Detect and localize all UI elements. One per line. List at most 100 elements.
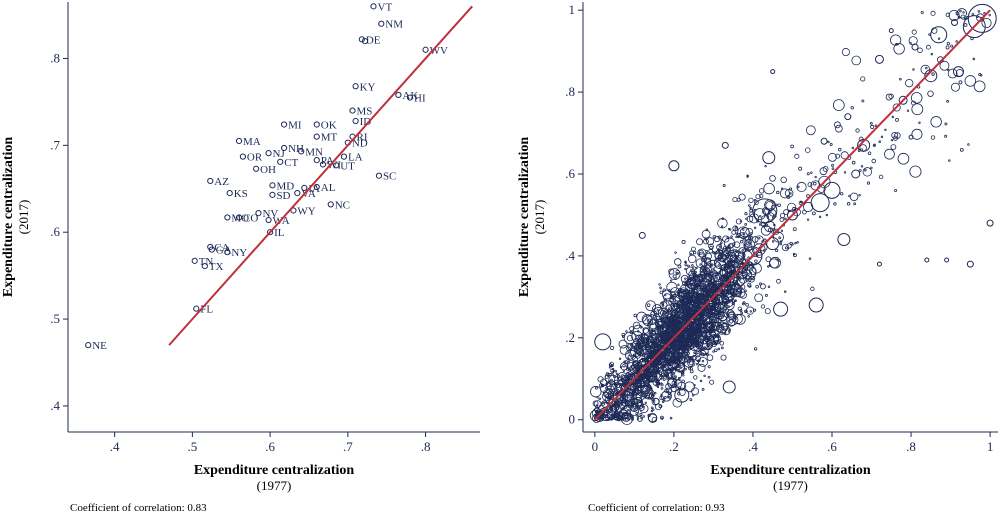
data-point xyxy=(733,299,737,303)
data-point xyxy=(689,330,695,335)
data-point xyxy=(800,200,803,204)
data-point xyxy=(706,307,710,311)
data-point xyxy=(745,303,749,307)
data-point xyxy=(701,229,711,239)
data-point xyxy=(689,369,694,374)
data-point xyxy=(737,306,743,311)
data-point xyxy=(888,93,894,99)
data-point xyxy=(617,400,624,407)
data-point xyxy=(931,72,935,76)
data-point xyxy=(928,33,931,36)
data-point xyxy=(867,151,872,155)
data-point-mn xyxy=(298,148,305,155)
data-point xyxy=(880,135,884,139)
data-point xyxy=(870,166,873,170)
data-point xyxy=(592,400,599,407)
data-point xyxy=(636,311,647,323)
data-point xyxy=(739,220,743,223)
data-point xyxy=(646,314,658,325)
data-point xyxy=(647,329,651,333)
data-point xyxy=(753,208,757,212)
data-point xyxy=(796,181,807,193)
data-point xyxy=(702,318,715,330)
data-point xyxy=(724,299,735,311)
data-point xyxy=(768,264,772,267)
data-point xyxy=(636,330,640,333)
data-point xyxy=(690,282,699,291)
data-point xyxy=(775,248,779,253)
data-point xyxy=(911,29,917,35)
data-point xyxy=(988,13,991,17)
data-point xyxy=(753,347,758,351)
data-point xyxy=(792,227,797,232)
point-label: KY xyxy=(360,81,376,93)
data-point xyxy=(778,236,782,240)
point-label: VA xyxy=(301,188,316,200)
data-point xyxy=(724,266,727,269)
data-point xyxy=(721,292,733,304)
point-label: MN xyxy=(305,146,323,158)
data-point xyxy=(825,213,829,217)
data-point xyxy=(871,158,877,164)
data-point xyxy=(819,167,828,176)
data-point-large xyxy=(944,257,950,263)
data-point xyxy=(655,376,658,379)
point-label: MS xyxy=(357,106,373,118)
data-point xyxy=(686,307,689,311)
point-label: GA xyxy=(216,245,232,257)
data-point xyxy=(946,100,949,103)
data-point xyxy=(814,175,817,179)
data-point-large xyxy=(930,26,948,44)
x-axis-subtitle: (1977) xyxy=(257,478,292,493)
data-point-md xyxy=(269,182,276,189)
data-point-la xyxy=(340,153,348,160)
data-point xyxy=(622,411,625,415)
data-point xyxy=(909,165,922,178)
data-point xyxy=(699,312,703,315)
data-point xyxy=(718,243,722,247)
data-point xyxy=(944,134,948,138)
data-point xyxy=(737,261,744,268)
data-point xyxy=(763,182,775,195)
data-point xyxy=(647,412,658,423)
data-point xyxy=(667,319,672,323)
data-point xyxy=(633,313,637,318)
data-point xyxy=(695,295,708,308)
y-tick-label: .6 xyxy=(50,224,60,239)
data-point xyxy=(683,303,687,307)
data-point xyxy=(743,243,747,247)
data-point xyxy=(701,388,705,391)
data-point xyxy=(739,291,747,299)
data-point xyxy=(691,387,699,396)
data-point xyxy=(744,289,747,293)
data-point xyxy=(641,338,644,341)
data-point xyxy=(697,333,709,345)
data-point-large xyxy=(876,261,882,267)
data-point xyxy=(779,240,783,243)
data-point xyxy=(696,287,709,300)
x-tick-label: .5 xyxy=(188,439,198,454)
data-point xyxy=(662,378,666,381)
data-point xyxy=(654,403,662,411)
data-point xyxy=(638,404,645,411)
data-point xyxy=(950,82,960,92)
data-point xyxy=(697,359,701,363)
point-label: IL xyxy=(274,227,285,239)
data-point xyxy=(720,225,724,228)
data-point xyxy=(691,264,694,267)
data-point xyxy=(622,397,625,400)
data-point xyxy=(937,37,941,40)
data-point xyxy=(699,330,703,334)
y-axis-title: Expenditure centralization xyxy=(1,137,16,298)
data-point-large xyxy=(810,193,830,213)
data-point-pa xyxy=(313,157,320,164)
data-point xyxy=(745,306,755,315)
data-point xyxy=(660,387,664,390)
data-point xyxy=(627,343,634,350)
data-point xyxy=(948,159,951,162)
data-point xyxy=(650,409,654,413)
data-point xyxy=(891,131,899,139)
data-point xyxy=(679,316,683,320)
data-point xyxy=(713,263,717,266)
data-point xyxy=(652,342,656,346)
